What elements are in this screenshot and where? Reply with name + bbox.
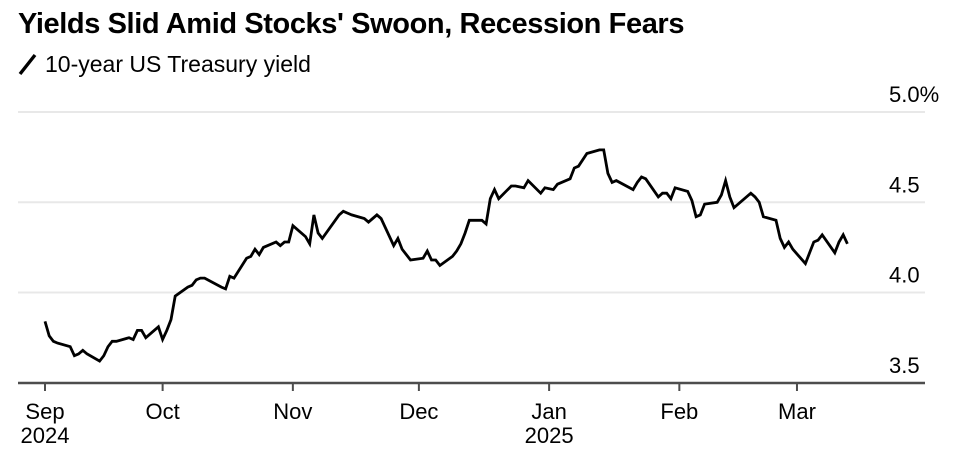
diagonal-line-icon — [17, 52, 38, 77]
chart-legend: 10-year US Treasury yield — [17, 51, 311, 78]
chart-title: Yields Slid Amid Stocks' Swoon, Recessio… — [18, 8, 685, 40]
y-axis-tick-label: 3.5 — [889, 353, 920, 378]
y-axis-tick-label: 4.5 — [889, 172, 920, 197]
y-axis-tick-label: 5.0% — [889, 82, 939, 107]
x-axis-year-label: 2024 — [21, 423, 70, 448]
x-axis-tick-label: Oct — [146, 399, 180, 424]
legend-label: 10-year US Treasury yield — [45, 51, 311, 77]
x-axis-year-label: 2025 — [525, 423, 574, 448]
x-axis-tick-label: Nov — [273, 399, 312, 424]
series-line-10y-treasury-yield — [43, 148, 849, 363]
x-axis-tick-label: Jan — [531, 399, 566, 424]
x-axis-tick-label: Dec — [399, 399, 438, 424]
x-axis-tick-label: Mar — [778, 399, 816, 424]
x-axis-tick-label: Sep — [25, 399, 64, 424]
y-axis-tick-label: 4.0 — [889, 263, 920, 288]
x-axis-tick-label: Feb — [660, 399, 698, 424]
